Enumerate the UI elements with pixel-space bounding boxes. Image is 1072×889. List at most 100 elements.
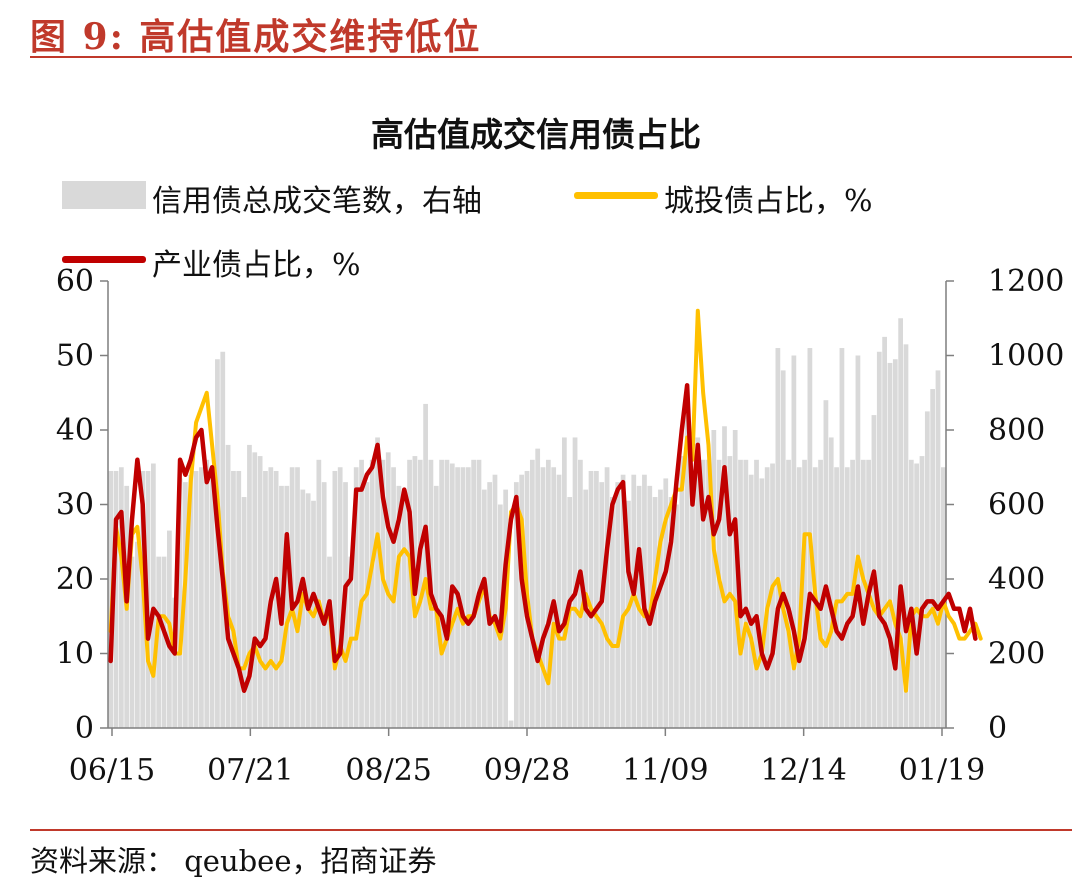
- bar: [220, 351, 226, 728]
- bar: [247, 444, 252, 728]
- bar: [594, 470, 599, 728]
- x-tick-label: 01/19: [899, 753, 985, 788]
- bar: [695, 437, 701, 728]
- bar: [113, 470, 119, 728]
- bar: [172, 597, 178, 729]
- bar: [556, 474, 562, 728]
- bar: [914, 463, 920, 728]
- y-left-tick-label: 40: [56, 413, 94, 448]
- y-right-tick-label: 1200: [988, 264, 1064, 299]
- bar: [561, 437, 567, 728]
- y-right-tick-label: 400: [988, 562, 1045, 597]
- bar: [935, 370, 941, 728]
- bar: [545, 459, 551, 728]
- y-left-tick-label: 10: [56, 637, 94, 672]
- bar: [241, 497, 247, 728]
- bar: [658, 489, 663, 728]
- bar: [257, 456, 263, 728]
- bar: [908, 459, 914, 728]
- bar: [535, 448, 541, 729]
- y-right-tick-label: 1000: [988, 339, 1064, 374]
- bar: [578, 459, 583, 728]
- bar: [759, 478, 765, 728]
- bar: [882, 336, 887, 729]
- line-chengtou: [108, 308, 983, 693]
- bar: [380, 459, 386, 728]
- bar: [407, 459, 412, 728]
- bar: [156, 556, 162, 728]
- bar-series: [108, 318, 946, 729]
- bar: [855, 355, 861, 728]
- bar: [375, 437, 380, 728]
- bar: [151, 463, 156, 728]
- bar: [924, 411, 930, 729]
- x-tick-label: 06/15: [69, 753, 155, 788]
- bar: [711, 430, 717, 728]
- bar: [764, 467, 770, 728]
- bar: [332, 470, 338, 728]
- bar: [572, 437, 578, 728]
- title-rule: [30, 56, 1072, 58]
- bar: [631, 474, 637, 728]
- bar: [471, 459, 476, 728]
- bar: [604, 467, 610, 728]
- bar: [844, 467, 850, 728]
- bar: [615, 482, 621, 728]
- x-tick-label: 08/25: [345, 753, 431, 788]
- y-left-tick-label: 0: [75, 711, 94, 746]
- bar: [690, 474, 695, 728]
- bar: [284, 485, 290, 729]
- x-tick-label: 12/14: [760, 753, 846, 788]
- bar: [396, 485, 402, 729]
- bar: [892, 359, 898, 728]
- bar: [818, 459, 823, 728]
- x-tick-label: 09/28: [484, 753, 570, 788]
- bar: [444, 459, 450, 728]
- legend-swatch-bars: [62, 181, 146, 209]
- bar: [716, 459, 722, 728]
- bar: [780, 370, 786, 728]
- bar: [252, 452, 258, 728]
- bar: [722, 426, 727, 728]
- bar: [828, 437, 834, 728]
- bar: [513, 482, 519, 728]
- y-right-tick-label: 0: [988, 711, 1007, 746]
- bar: [663, 478, 669, 728]
- bar: [353, 467, 359, 728]
- bar: [754, 459, 759, 728]
- axes: [100, 280, 954, 736]
- bar: [316, 459, 322, 728]
- bar: [134, 541, 140, 728]
- y-left-tick-label: 50: [56, 339, 94, 374]
- bar: [481, 489, 487, 728]
- x-tick-label: 07/21: [207, 753, 293, 788]
- source-rule: [30, 829, 1072, 831]
- bar: [359, 459, 364, 728]
- bar: [823, 400, 829, 728]
- bar: [668, 497, 674, 728]
- bar: [786, 459, 791, 728]
- line-series: [108, 308, 983, 693]
- bar: [930, 389, 936, 728]
- bar: [732, 430, 738, 728]
- bar: [876, 351, 882, 728]
- bar: [337, 467, 343, 728]
- bar: [460, 467, 466, 728]
- bar: [802, 459, 807, 728]
- y-left-tick-label: 20: [56, 562, 94, 597]
- bar: [529, 459, 535, 728]
- bar: [118, 467, 124, 728]
- bar: [770, 463, 775, 728]
- line-chanye: [108, 383, 978, 693]
- bar: [188, 474, 194, 728]
- bar: [610, 497, 615, 728]
- bar: [748, 474, 754, 728]
- bar: [700, 459, 706, 728]
- bar: [679, 456, 685, 728]
- bar: [161, 556, 167, 728]
- bar: [177, 478, 183, 728]
- bar: [423, 403, 428, 728]
- bar: [674, 504, 679, 728]
